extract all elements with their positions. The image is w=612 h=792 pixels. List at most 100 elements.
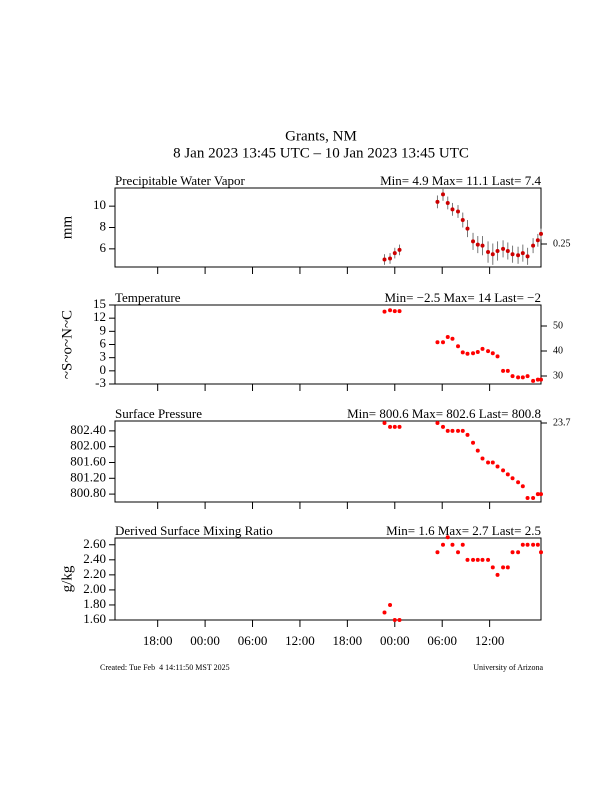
- y-tick-label: 802.40: [70, 422, 106, 437]
- panel-title: Surface Pressure: [115, 406, 202, 421]
- point: [397, 618, 402, 622]
- point: [525, 374, 530, 379]
- point: [445, 200, 450, 205]
- y-axis-label: ~S~o~N~C: [59, 310, 75, 379]
- point: [460, 350, 465, 355]
- point: [456, 428, 461, 433]
- point: [505, 565, 510, 570]
- point: [516, 480, 521, 485]
- point: [495, 464, 500, 469]
- point: [450, 428, 455, 433]
- point: [435, 199, 440, 204]
- point: [525, 254, 530, 259]
- y-tick-label: 802.00: [70, 438, 106, 453]
- point: [490, 460, 495, 465]
- point: [382, 610, 387, 615]
- point: [397, 424, 402, 429]
- point: [531, 542, 536, 547]
- y-tick-label: 3: [100, 349, 107, 364]
- panel-stats: Min= 800.6 Max= 802.6 Last= 800.8: [347, 406, 541, 421]
- point: [510, 550, 515, 555]
- point: [471, 440, 476, 445]
- point: [501, 565, 506, 570]
- point: [495, 248, 500, 253]
- point: [480, 456, 485, 461]
- point: [465, 432, 470, 437]
- y-axis-label: g/kg: [59, 565, 75, 592]
- x-tick-label: 12:00: [285, 633, 315, 648]
- point: [535, 377, 540, 382]
- point: [460, 542, 465, 547]
- y-tick-label: 9: [100, 322, 107, 337]
- x-tick-label: 12:00: [475, 633, 505, 648]
- point: [392, 424, 397, 429]
- y-tick-label: 2.40: [83, 551, 106, 566]
- point: [520, 484, 525, 489]
- point: [435, 420, 440, 425]
- panel-stats: Min= 1.6 Max= 2.7 Last= 2.5: [386, 523, 541, 538]
- point: [445, 335, 450, 340]
- point: [520, 375, 525, 380]
- point: [539, 550, 543, 555]
- point: [490, 252, 495, 257]
- point: [450, 336, 455, 341]
- annotation: 0.25: [553, 238, 571, 249]
- point: [435, 340, 440, 345]
- point: [460, 428, 465, 433]
- point: [445, 428, 450, 433]
- point: [382, 420, 387, 425]
- point: [486, 460, 491, 465]
- point: [535, 238, 540, 243]
- y-tick-label: 801.20: [70, 469, 106, 484]
- footer-right: University of Arizona: [473, 663, 543, 672]
- y-tick-label: 2.00: [83, 581, 106, 596]
- point: [475, 448, 480, 453]
- x-tick-label: 00:00: [380, 633, 410, 648]
- point: [440, 424, 445, 429]
- y-tick-label: 1.60: [83, 611, 106, 626]
- page-subtitle: 8 Jan 2023 13:45 UTC – 10 Jan 2023 13:45…: [173, 145, 469, 161]
- point: [465, 557, 470, 562]
- point: [471, 239, 476, 244]
- point: [392, 309, 397, 314]
- panel-stats: Min= −2.5 Max= 14 Last= −2: [384, 290, 541, 305]
- y-tick-label: 6: [100, 240, 107, 255]
- panel-frame: [114, 420, 542, 503]
- point: [397, 247, 402, 252]
- point: [445, 535, 450, 540]
- point: [475, 349, 480, 354]
- point: [456, 344, 461, 349]
- point: [450, 207, 455, 212]
- point: [516, 375, 521, 380]
- point: [495, 354, 500, 359]
- point: [516, 550, 521, 555]
- point: [510, 374, 515, 379]
- point: [501, 368, 506, 373]
- point: [490, 565, 495, 570]
- x-tick-label: 18:00: [333, 633, 363, 648]
- y-tick-label: -3: [95, 375, 106, 390]
- point: [440, 542, 445, 547]
- x-tick-label: 06:00: [427, 633, 457, 648]
- point: [535, 492, 540, 497]
- point: [539, 492, 543, 497]
- point: [382, 309, 387, 314]
- y-tick-label: 2.60: [83, 536, 106, 551]
- point: [495, 572, 500, 577]
- panel-frame: [114, 537, 542, 621]
- point: [397, 309, 402, 314]
- x-tick-label: 18:00: [143, 633, 173, 648]
- point: [471, 557, 476, 562]
- panel-title: Derived Surface Mixing Ratio: [115, 523, 273, 538]
- panel-stats: Min= 4.9 Max= 11.1 Last= 7.4: [380, 173, 541, 188]
- y2-tick-label: 40: [553, 345, 563, 356]
- y2-tick-label: 30: [553, 370, 563, 381]
- y-tick-label: 12: [93, 309, 106, 324]
- panel-frame: [114, 187, 542, 268]
- point: [516, 253, 521, 258]
- footer-left: Created: Tue Feb 4 14:11:50 MST 2025: [100, 663, 230, 672]
- point: [388, 424, 393, 429]
- y-tick-label: 0: [100, 362, 107, 377]
- point: [531, 378, 536, 383]
- point: [501, 246, 506, 251]
